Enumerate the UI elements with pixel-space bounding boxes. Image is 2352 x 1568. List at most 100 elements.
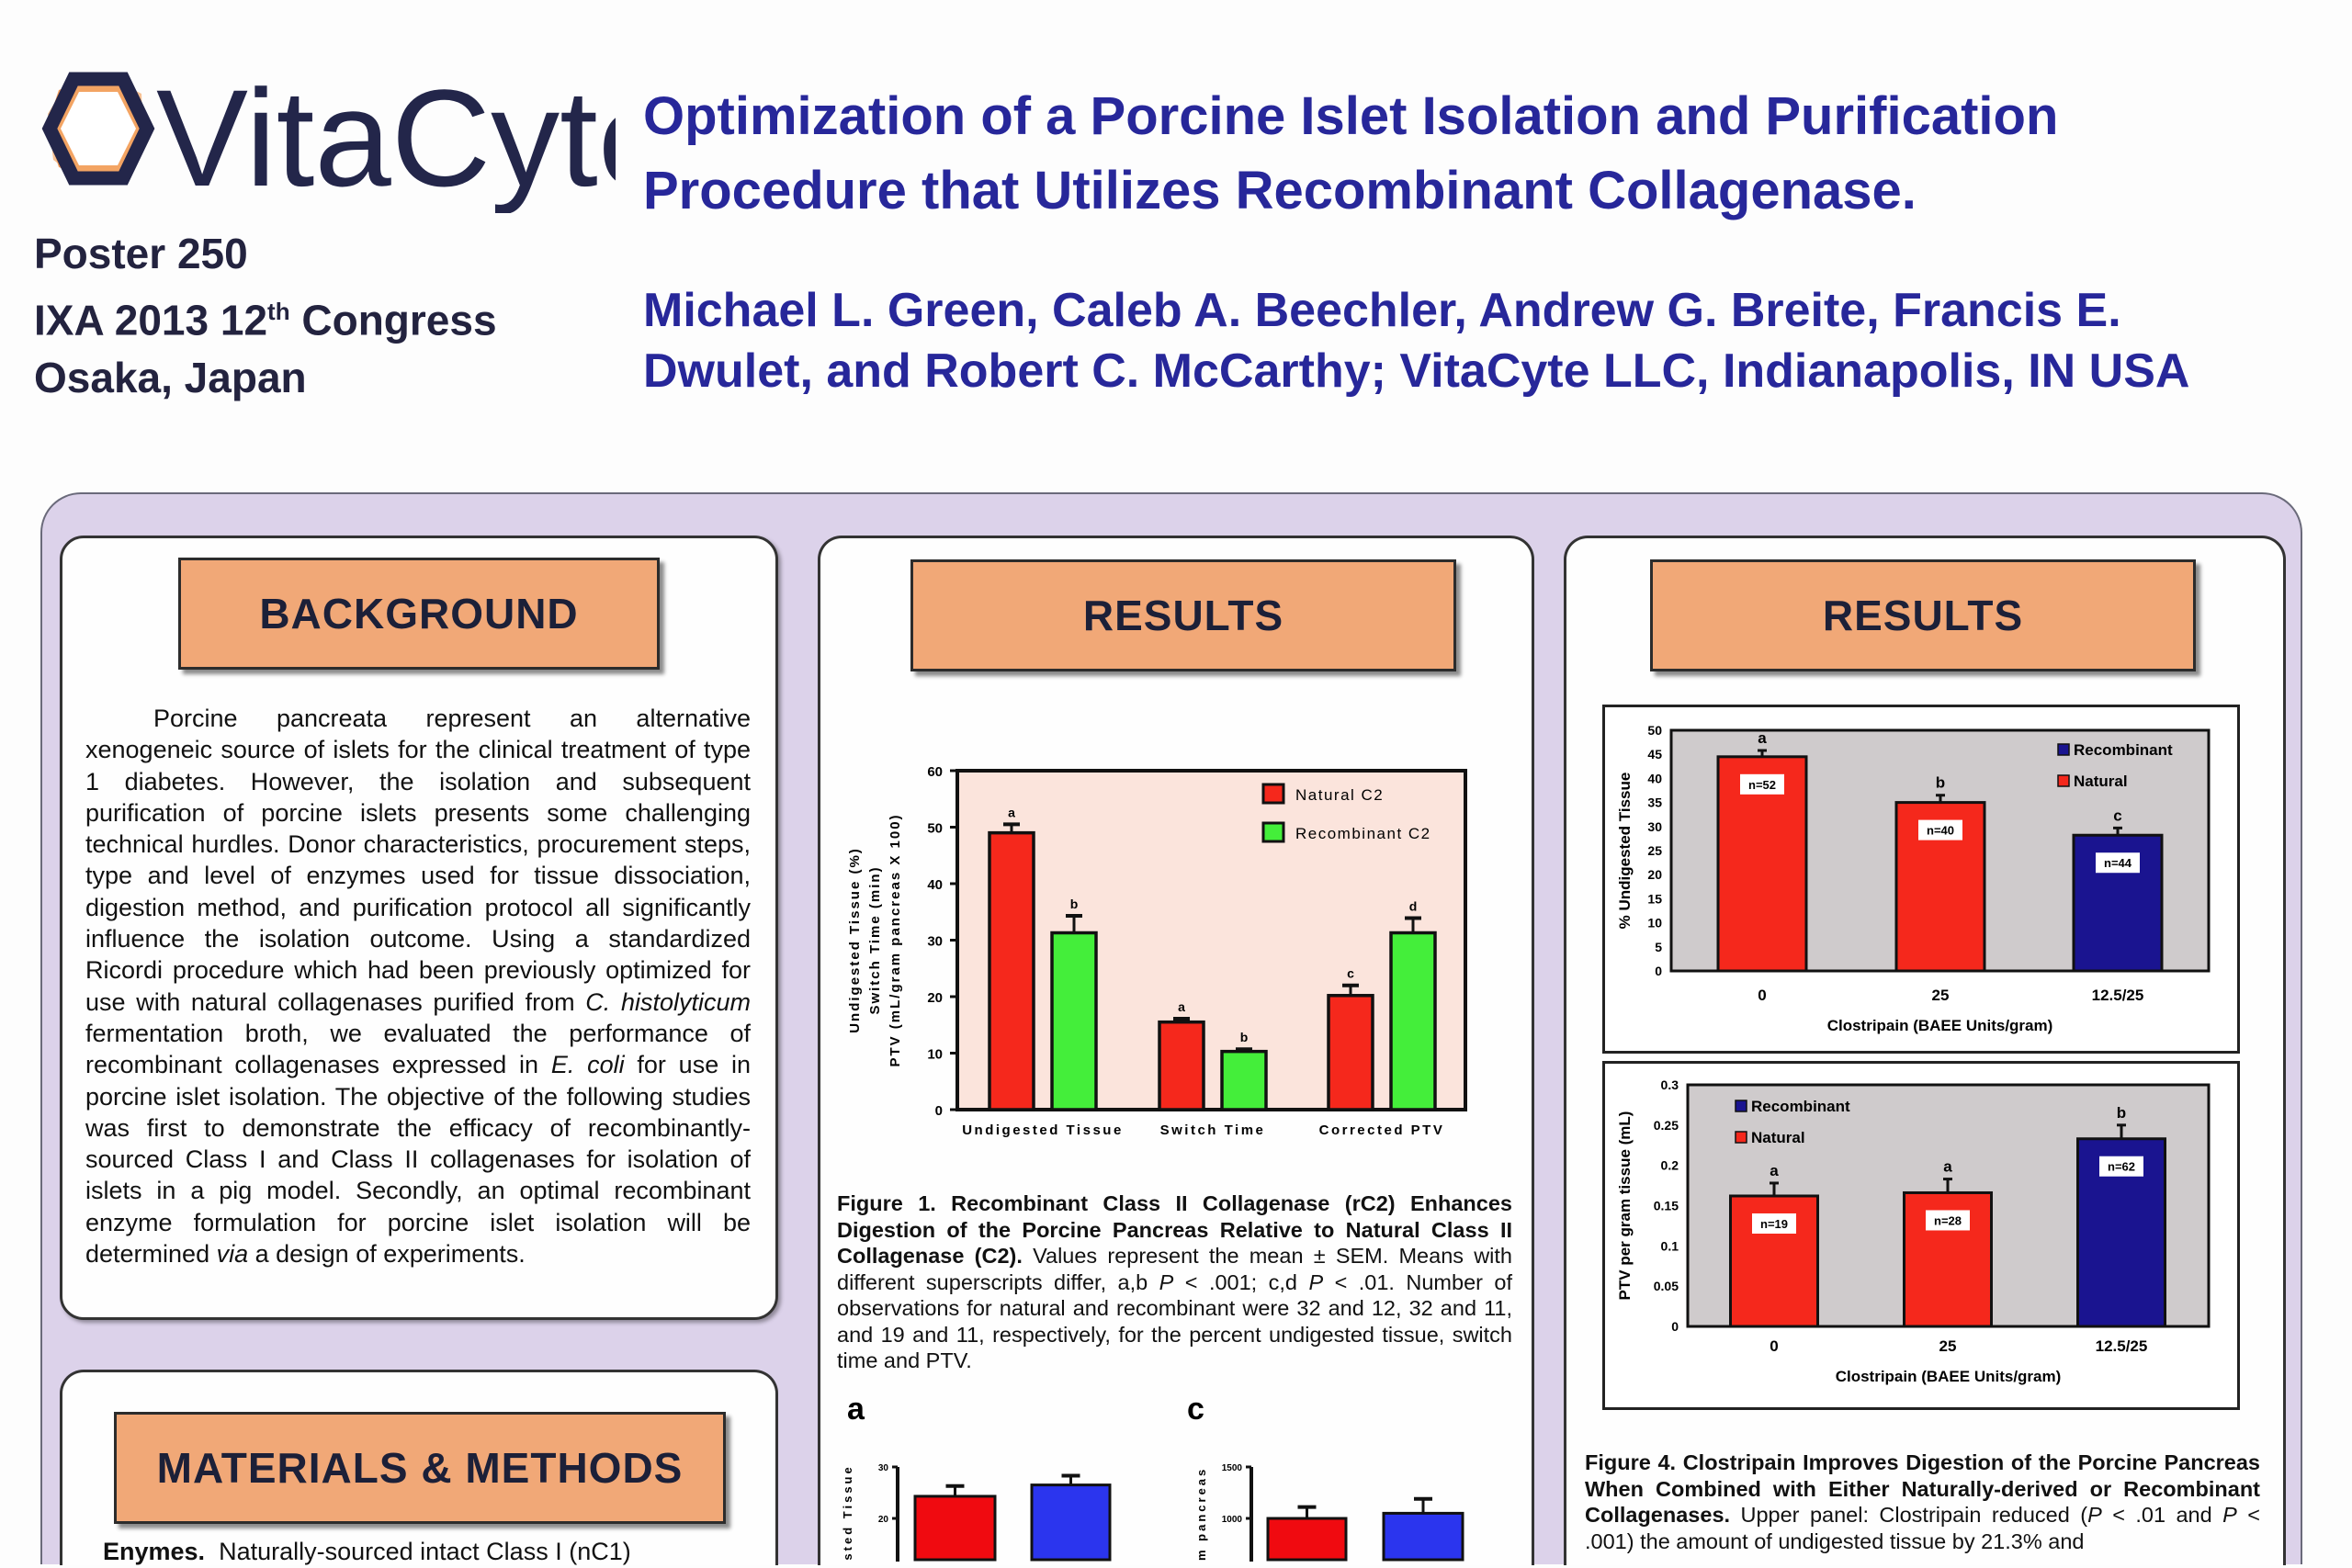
text-run: fermentation broth, we evaluated the per…	[85, 1019, 751, 1079]
caption-text: < .001) the amount of undigested tissue …	[1585, 1503, 2260, 1553]
location: Osaka, Japan	[34, 354, 307, 402]
text-run: for use in porcine islet isolation. The …	[85, 1051, 751, 1269]
poster-meta: Poster 250 IXA 2013 12th Congress Osaka,…	[34, 225, 497, 407]
y-tick-label: 0.25	[1654, 1118, 1679, 1133]
plot-area	[956, 769, 1467, 1111]
y-tick-label: 0.15	[1654, 1199, 1679, 1213]
caption-text: < .001; c,d	[1173, 1269, 1309, 1294]
significance-letter: a	[1178, 999, 1185, 1014]
y-tick-label: 30	[878, 1463, 889, 1473]
bar-recombinant-c2	[1220, 1049, 1268, 1111]
title-line: Optimization of a Porcine Islet Isolatio…	[643, 86, 2059, 146]
panel-a-label: a	[847, 1392, 865, 1427]
caption-text: Upper panel: Clostripain reduced (	[1730, 1503, 2088, 1527]
results-middle-heading: RESULTS	[910, 559, 1456, 671]
authors-line: Michael L. Green, Caleb A. Beechler, And…	[643, 284, 2121, 337]
x-category-label: Switch Time	[1160, 1122, 1266, 1138]
significance-letter: b	[1936, 774, 1945, 792]
caption-italic: P	[2087, 1503, 2102, 1527]
text-run: a design of experiments.	[248, 1240, 526, 1269]
bar-recombinant	[1030, 1483, 1112, 1562]
bar-natural	[913, 1495, 997, 1562]
poster-number: Poster 250	[34, 230, 248, 277]
n-label: n=19	[1760, 1217, 1788, 1231]
y-tick-label: 40	[927, 877, 943, 893]
panel-c-label: c	[1187, 1392, 1204, 1427]
x-category-label: 12.5/25	[2096, 1337, 2148, 1355]
legend-label: Recombinant C2	[1295, 825, 1431, 842]
x-category-label: 25	[1939, 1337, 1957, 1355]
significance-letter: a	[1758, 729, 1767, 747]
background-text: Porcine pancreata represent an alternati…	[85, 703, 751, 1269]
y-tick-label: 10	[1647, 916, 1662, 931]
bar-natural	[1894, 801, 1986, 973]
bar-natural-c2	[1158, 1020, 1205, 1111]
caption-italic: P	[1159, 1269, 1174, 1294]
text-run: Porcine pancreata represent an alternati…	[85, 705, 751, 1016]
text-run-italic: via	[216, 1240, 249, 1269]
bar-natural	[1266, 1517, 1348, 1562]
y-tick-label: 30	[927, 934, 943, 950]
x-axis-title: Clostripain (BAEE Units/gram)	[1836, 1368, 2062, 1385]
vitacyte-logo: VitaCyte	[41, 61, 616, 213]
n-label: n=62	[2108, 1160, 2135, 1174]
results-right-heading: RESULTS	[1650, 559, 2196, 671]
legend-label: Recombinant	[2074, 741, 2173, 759]
caption-text: < .01 and	[2101, 1503, 2223, 1527]
x-category-label: 12.5/25	[2092, 987, 2144, 1004]
y-axis-label: Undigested Tissue (%)	[847, 847, 863, 1033]
methods-lead-bold: Enymes.	[103, 1538, 206, 1565]
x-axis-title: Clostripain (BAEE Units/gram)	[1827, 1017, 2053, 1034]
n-label-box	[1918, 819, 1962, 840]
methods-heading: MATERIALS & METHODS	[114, 1412, 726, 1524]
y-axis-label: PTV per gram tissue (mL)	[1616, 1111, 1634, 1301]
y-tick-label: 50	[927, 821, 943, 837]
y-tick-label: 0	[1671, 1319, 1679, 1334]
y-tick-label: 0	[1655, 964, 1662, 978]
legend-swatch	[2057, 774, 2070, 787]
y-tick-label: 0.05	[1654, 1279, 1679, 1293]
methods-text: Enymes. Naturally-sourced intact Class I…	[103, 1538, 737, 1565]
congress-prefix: IXA 2013 12	[34, 296, 268, 344]
bar-recombinant	[2076, 1137, 2166, 1328]
title-line: Procedure that Utilizes Recombinant Coll…	[643, 161, 1917, 220]
y-tick-label: 20	[927, 990, 943, 1006]
panel-c-chart: 1000 1500 ram pancreas	[1194, 1463, 1464, 1562]
n-label-box	[1926, 1210, 1970, 1231]
legend-label: Natural	[1751, 1129, 1805, 1146]
y-tick-label: 20	[1647, 867, 1662, 882]
bar-natural-c2	[1327, 994, 1374, 1111]
y-axis-label: PTV (mL/gram pancreas X 100)	[888, 813, 903, 1066]
significance-letter: d	[1409, 899, 1418, 914]
y-tick-label: 1500	[1222, 1463, 1243, 1473]
bar-recombinant-c2	[1389, 931, 1437, 1111]
significance-letter: b	[1240, 1030, 1249, 1044]
n-label-box	[1752, 1213, 1796, 1234]
y-tick-label: 0.1	[1661, 1238, 1679, 1253]
n-label: n=52	[1748, 778, 1776, 792]
significance-letter: b	[1070, 897, 1079, 911]
n-label-box	[2099, 1156, 2143, 1177]
significance-letter: b	[2117, 1104, 2126, 1122]
legend-swatch	[1735, 1131, 1747, 1144]
methods-lead-text: Naturally-sourced intact Class I (nC1)	[205, 1538, 631, 1565]
congress: IXA 2013 12th Congress	[34, 283, 497, 349]
y-tick-label: 1000	[1222, 1515, 1243, 1525]
n-label: n=44	[2104, 856, 2132, 870]
x-category-label: 0	[1770, 1337, 1778, 1355]
caption-bold: Figure 4. Clostripain Improves Digestion…	[1585, 1450, 2260, 1527]
y-tick-label: 20	[878, 1515, 889, 1525]
legend-swatch	[1261, 783, 1285, 805]
panel-a-chart: 20 30 gested Tissue	[841, 1463, 1112, 1562]
figure4-caption: Figure 4. Clostripain Improves Digestion…	[1585, 1450, 2260, 1554]
poster-title: Optimization of a Porcine Islet Isolatio…	[643, 79, 2058, 228]
n-label-box	[2096, 852, 2140, 874]
significance-letter: c	[1347, 966, 1354, 981]
y-axis-label: ram pancreas	[1194, 1467, 1208, 1562]
x-category-label: 0	[1758, 987, 1766, 1004]
y-tick-label: 25	[1647, 843, 1662, 858]
bar-natural-c2	[988, 830, 1035, 1111]
y-axis-label: Switch Time (min)	[867, 865, 883, 1014]
y-tick-label: 30	[1647, 819, 1662, 834]
